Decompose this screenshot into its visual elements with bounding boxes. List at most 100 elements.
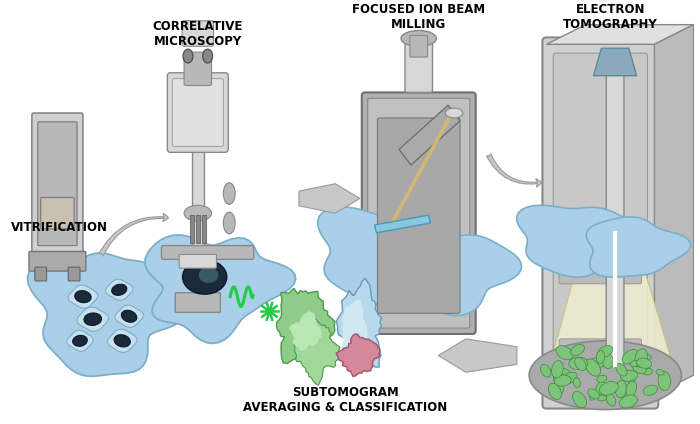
Ellipse shape bbox=[554, 375, 571, 386]
Ellipse shape bbox=[552, 361, 564, 378]
Polygon shape bbox=[547, 25, 694, 44]
Ellipse shape bbox=[556, 346, 573, 360]
Polygon shape bbox=[545, 270, 679, 385]
Ellipse shape bbox=[616, 363, 627, 376]
Polygon shape bbox=[289, 311, 321, 351]
Ellipse shape bbox=[602, 352, 613, 369]
FancyBboxPatch shape bbox=[182, 21, 214, 46]
Ellipse shape bbox=[540, 364, 551, 377]
Ellipse shape bbox=[569, 357, 588, 370]
Polygon shape bbox=[77, 307, 108, 331]
Ellipse shape bbox=[529, 341, 681, 410]
Ellipse shape bbox=[639, 356, 646, 368]
Ellipse shape bbox=[642, 354, 651, 360]
Polygon shape bbox=[392, 234, 522, 315]
Bar bbox=[192, 95, 204, 292]
Ellipse shape bbox=[554, 383, 564, 396]
Circle shape bbox=[265, 307, 274, 315]
Ellipse shape bbox=[570, 344, 584, 356]
Text: CORRELATIVE
MICROSCOPY: CORRELATIVE MICROSCOPY bbox=[153, 20, 243, 48]
FancyBboxPatch shape bbox=[162, 245, 254, 259]
FancyBboxPatch shape bbox=[29, 251, 86, 271]
Ellipse shape bbox=[643, 368, 652, 375]
Ellipse shape bbox=[626, 381, 637, 396]
FancyBboxPatch shape bbox=[172, 79, 223, 146]
Polygon shape bbox=[517, 205, 645, 277]
Ellipse shape bbox=[658, 371, 671, 391]
Ellipse shape bbox=[630, 360, 639, 367]
FancyBboxPatch shape bbox=[32, 113, 83, 254]
Ellipse shape bbox=[587, 357, 605, 369]
Ellipse shape bbox=[223, 183, 235, 204]
FancyBboxPatch shape bbox=[410, 36, 428, 57]
FancyBboxPatch shape bbox=[179, 254, 216, 268]
Polygon shape bbox=[27, 253, 188, 376]
FancyBboxPatch shape bbox=[68, 267, 80, 281]
Polygon shape bbox=[106, 279, 133, 300]
Ellipse shape bbox=[596, 382, 605, 394]
Ellipse shape bbox=[575, 357, 586, 371]
Ellipse shape bbox=[121, 310, 136, 322]
Ellipse shape bbox=[183, 49, 193, 63]
Bar bbox=[196, 215, 200, 243]
Ellipse shape bbox=[635, 349, 648, 367]
Ellipse shape bbox=[585, 359, 601, 376]
Ellipse shape bbox=[629, 357, 643, 367]
Ellipse shape bbox=[563, 372, 577, 384]
Text: ELECTRON
TOMOGRAPHY: ELECTRON TOMOGRAPHY bbox=[563, 3, 657, 31]
FancyBboxPatch shape bbox=[559, 251, 642, 284]
FancyBboxPatch shape bbox=[553, 53, 648, 393]
Ellipse shape bbox=[548, 383, 561, 399]
Ellipse shape bbox=[643, 385, 657, 395]
Text: SUBTOMOGRAM
AVERAGING & CLASSIFICATION: SUBTOMOGRAM AVERAGING & CLASSIFICATION bbox=[243, 386, 447, 414]
FancyBboxPatch shape bbox=[368, 98, 470, 328]
Ellipse shape bbox=[112, 284, 127, 296]
Ellipse shape bbox=[73, 335, 88, 346]
Ellipse shape bbox=[75, 290, 91, 303]
Ellipse shape bbox=[596, 351, 605, 363]
Polygon shape bbox=[341, 300, 368, 357]
FancyBboxPatch shape bbox=[377, 118, 460, 313]
Polygon shape bbox=[66, 330, 93, 351]
Polygon shape bbox=[374, 215, 430, 233]
FancyBboxPatch shape bbox=[542, 37, 658, 409]
Polygon shape bbox=[654, 25, 694, 395]
Ellipse shape bbox=[656, 370, 664, 375]
Polygon shape bbox=[318, 207, 468, 304]
FancyBboxPatch shape bbox=[362, 92, 476, 334]
Ellipse shape bbox=[401, 31, 436, 46]
FancyBboxPatch shape bbox=[167, 73, 228, 152]
Polygon shape bbox=[336, 334, 379, 377]
Ellipse shape bbox=[199, 267, 218, 283]
Ellipse shape bbox=[599, 382, 618, 395]
Ellipse shape bbox=[622, 349, 638, 364]
Polygon shape bbox=[336, 278, 382, 367]
Ellipse shape bbox=[636, 358, 652, 368]
Ellipse shape bbox=[223, 212, 235, 234]
Ellipse shape bbox=[555, 365, 561, 371]
Polygon shape bbox=[115, 305, 144, 327]
Polygon shape bbox=[299, 184, 360, 213]
Polygon shape bbox=[276, 288, 335, 370]
Ellipse shape bbox=[615, 380, 626, 398]
Ellipse shape bbox=[573, 391, 587, 407]
Polygon shape bbox=[68, 285, 98, 308]
Ellipse shape bbox=[561, 368, 570, 376]
Ellipse shape bbox=[620, 388, 629, 395]
Text: VITRIFICATION: VITRIFICATION bbox=[11, 221, 109, 234]
FancyBboxPatch shape bbox=[184, 52, 211, 86]
FancyBboxPatch shape bbox=[405, 34, 433, 92]
Ellipse shape bbox=[184, 205, 211, 221]
FancyBboxPatch shape bbox=[38, 122, 77, 245]
Ellipse shape bbox=[631, 360, 646, 374]
Polygon shape bbox=[107, 329, 137, 352]
Bar bbox=[202, 215, 206, 243]
Ellipse shape bbox=[203, 49, 213, 63]
FancyBboxPatch shape bbox=[559, 339, 642, 382]
Ellipse shape bbox=[598, 395, 607, 401]
Ellipse shape bbox=[606, 394, 616, 406]
Polygon shape bbox=[587, 217, 691, 277]
Ellipse shape bbox=[629, 380, 634, 386]
Ellipse shape bbox=[620, 370, 638, 382]
Polygon shape bbox=[438, 339, 517, 372]
